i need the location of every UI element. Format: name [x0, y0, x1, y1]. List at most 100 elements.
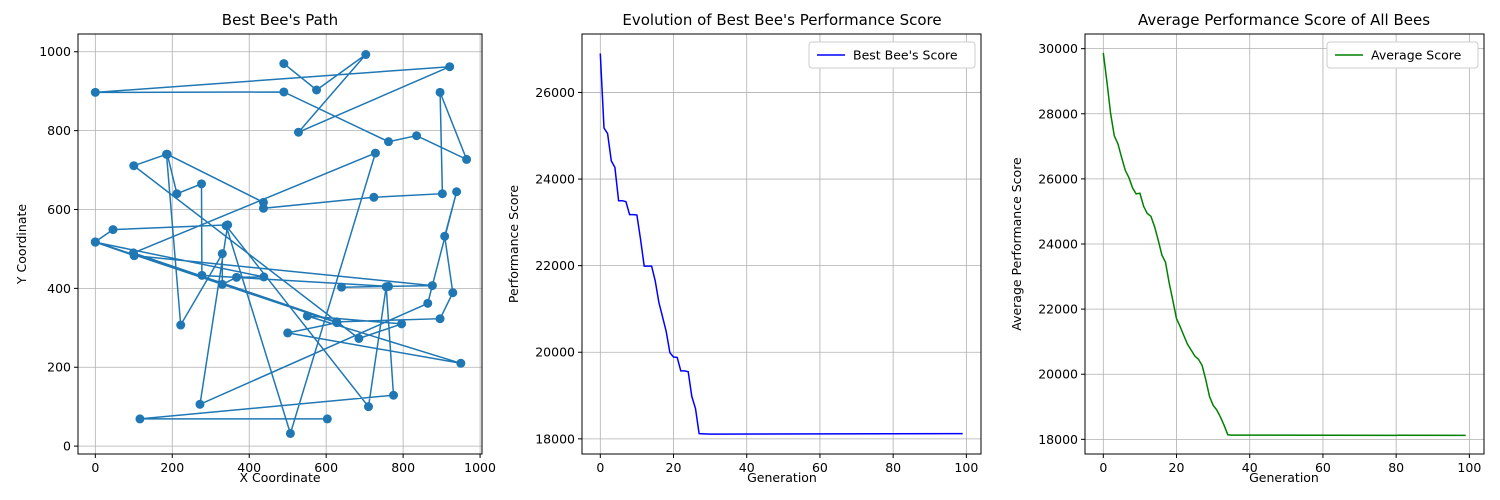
path-chart-point: [197, 179, 207, 189]
path-chart-point: [195, 399, 205, 409]
path-chart-point: [397, 319, 407, 329]
path-chart-y-tick-label: 1000: [39, 44, 71, 59]
path-chart-point: [221, 221, 231, 231]
path-chart-point: [283, 328, 293, 338]
average-score-chart-x-tick-label: 40: [1242, 460, 1258, 475]
path-chart-point: [259, 272, 269, 282]
path-chart-point: [172, 189, 182, 199]
path-chart-ylabel: Y Coordinate: [14, 204, 29, 285]
best-score-chart-title: Evolution of Best Bee's Performance Scor…: [622, 11, 941, 29]
average-score-chart-y-tick-label: 22000: [1038, 302, 1078, 317]
path-chart-ticks: 0 200 400 600 800 1000 0 200 400 600 800 1000: [39, 44, 496, 475]
path-chart-point: [448, 288, 458, 298]
path-chart-point: [445, 62, 455, 72]
path-chart-x-tick-label: 800: [391, 460, 415, 475]
path-chart-point: [332, 317, 342, 327]
path-chart-data: [90, 50, 472, 438]
average-score-chart-x-tick-label: 80: [1388, 460, 1404, 475]
best-score-chart-y-tick-label: 24000: [535, 172, 575, 187]
path-chart-point: [354, 333, 364, 343]
average-score-chart-x-tick-label: 100: [1457, 460, 1481, 475]
path-chart-point: [389, 390, 399, 400]
average-score-chart-legend: Average Score: [1326, 41, 1479, 69]
average-score-chart-ylabel: Average Performance Score: [1009, 157, 1024, 331]
best-score-chart-panel: 0 20 40 60 80 100 18000 20000 22000 24000 26000 Ev…: [506, 11, 982, 485]
path-chart-point: [279, 87, 289, 97]
best-score-chart-x-tick-label: 40: [739, 460, 755, 475]
path-chart-point: [427, 281, 437, 291]
average-score-chart-xlabel: Generation: [1249, 470, 1319, 485]
path-chart-y-tick-label: 0: [63, 439, 71, 454]
path-chart-point: [129, 161, 139, 171]
path-chart-point: [412, 131, 422, 141]
best-score-chart-y-tick-label: 22000: [535, 258, 575, 273]
path-chart-point: [381, 282, 391, 292]
path-chart-point: [232, 272, 242, 282]
path-chart-point: [302, 311, 312, 321]
average-score-chart-panel: 0 20 40 60 80 100 18000 20000 22000 24000 26000 280…: [1009, 11, 1485, 485]
path-chart-y-tick-label: 200: [47, 360, 71, 375]
best-score-chart-legend-box: [808, 41, 976, 69]
best-score-chart-legend: Best Bee's Score: [808, 41, 976, 69]
path-chart-x-tick-label: 600: [314, 460, 338, 475]
path-chart-point: [176, 320, 186, 330]
path-chart-point: [437, 189, 447, 199]
path-chart-point: [279, 59, 289, 69]
path-chart-point: [370, 148, 380, 158]
best-score-chart-series-line: [599, 53, 963, 435]
best-score-chart-data: [599, 53, 963, 435]
path-chart-frame: [77, 33, 483, 455]
path-chart-point: [285, 428, 295, 438]
path-chart-point: [361, 50, 371, 60]
best-score-chart-x-tick-label: 60: [812, 460, 828, 475]
path-chart-point: [312, 85, 322, 95]
path-chart-point: [322, 414, 332, 424]
path-chart-y-tick-label: 400: [47, 281, 71, 296]
path-chart-point: [384, 137, 394, 147]
path-chart-y-tick-label: 800: [47, 123, 71, 138]
best-score-chart-grid: [582, 34, 981, 454]
path-chart-point: [108, 225, 118, 235]
path-chart-point: [161, 149, 171, 159]
path-chart-x-tick-label: 200: [160, 460, 184, 475]
path-chart-point: [90, 87, 100, 97]
path-chart-y-tick-label: 600: [47, 202, 71, 217]
best-score-chart-ylabel: Performance Score: [506, 185, 521, 304]
path-chart-point: [258, 197, 268, 207]
path-chart-x-tick-label: 0: [91, 460, 99, 475]
path-chart-point: [363, 402, 373, 412]
average-score-chart-y-tick-label: 30000: [1038, 41, 1078, 56]
path-chart-point: [217, 279, 227, 289]
path-chart-point: [135, 414, 145, 424]
average-score-chart-legend-label: Average Score: [1371, 48, 1462, 63]
path-chart-point: [90, 237, 100, 247]
path-chart-panel: 0 200 400 600 800 1000 0 200 400 600 800 1000 Best …: [14, 11, 496, 485]
path-chart-point: [337, 282, 347, 292]
average-score-chart-y-tick-label: 20000: [1038, 367, 1078, 382]
best-score-chart-y-tick-label: 20000: [535, 345, 575, 360]
average-score-chart-title: Average Performance Score of All Bees: [1138, 11, 1430, 29]
path-chart-x-tick-label: 400: [237, 460, 261, 475]
path-chart-point: [423, 298, 433, 308]
best-score-chart-frame: [581, 33, 982, 455]
path-chart-point: [456, 358, 466, 368]
average-score-chart-x-tick-label: 0: [1099, 460, 1107, 475]
average-score-chart-ticks: 0 20 40 60 80 100 18000 20000 22000 24000 26000 280…: [1038, 41, 1481, 475]
path-chart-x-tick-label: 1000: [464, 460, 496, 475]
average-score-chart-x-tick-label: 60: [1315, 460, 1331, 475]
best-score-chart-legend-label: Best Bee's Score: [853, 48, 958, 63]
average-score-chart-legend-box: [1326, 41, 1479, 69]
average-score-chart-series-line: [1102, 52, 1466, 437]
path-chart-point: [369, 192, 379, 202]
path-chart-point: [462, 154, 472, 164]
best-score-chart-x-tick-label: 0: [596, 460, 604, 475]
best-score-chart-ticks: 0 20 40 60 80 100 18000 20000 22000 24000 26000: [535, 85, 978, 475]
path-chart-point: [197, 270, 207, 280]
path-chart-point: [293, 127, 303, 137]
average-score-chart-grid: [1085, 34, 1484, 454]
best-score-chart-x-tick-label: 100: [954, 460, 978, 475]
best-score-chart-y-tick-label: 18000: [535, 431, 575, 446]
path-chart-point: [435, 87, 445, 97]
average-score-chart-y-tick-label: 18000: [1038, 432, 1078, 447]
path-chart-point: [435, 314, 445, 324]
